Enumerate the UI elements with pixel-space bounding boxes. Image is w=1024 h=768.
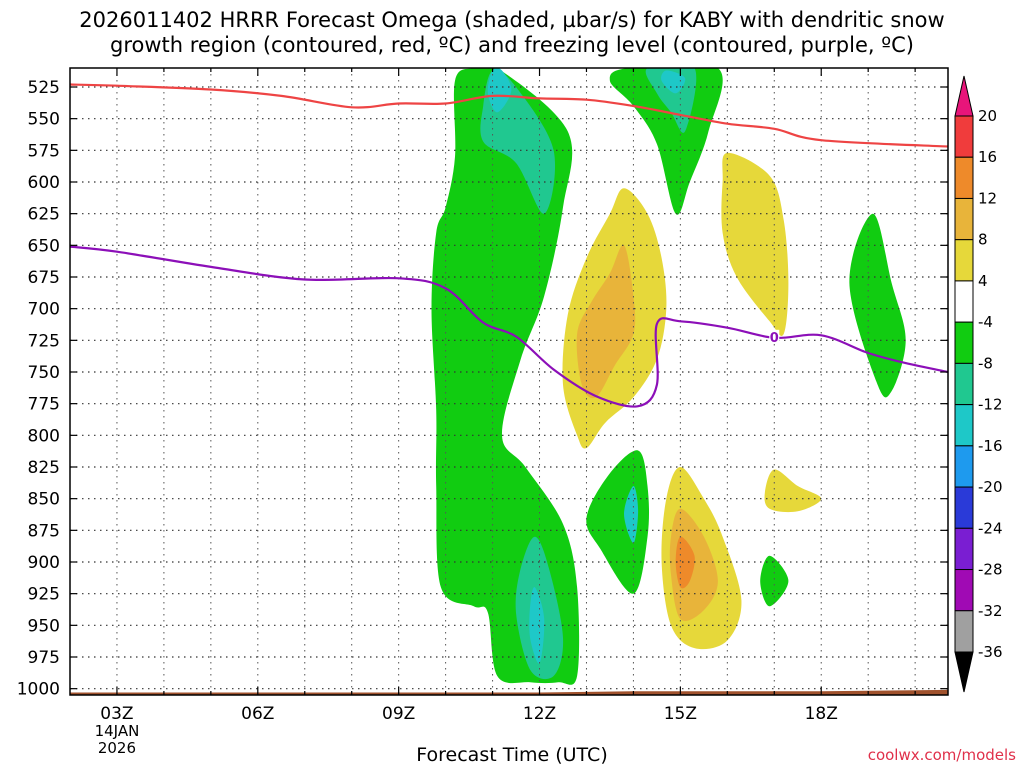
ground-surface-layer — [70, 689, 948, 695]
y-tick-label: 525 — [28, 78, 60, 98]
colorbar-overflow-low — [954, 651, 974, 693]
y-tick-label: 900 — [28, 553, 60, 573]
colorbar-label: 8 — [978, 231, 988, 249]
colorbar-label: -24 — [978, 519, 1003, 537]
y-tick-label: 775 — [28, 395, 60, 415]
omega-region-15 — [764, 469, 822, 513]
y-tick-label: 725 — [28, 331, 60, 351]
colorbar-bin-7 — [954, 404, 974, 447]
y-tick-label: 750 — [28, 363, 60, 383]
colorbar: 20 16 12 8 4 -4 -8 -12 -16 -20 -24 -28 -32 -36 — [954, 75, 1003, 693]
colorbar-label: -28 — [978, 561, 1003, 579]
colorbar-label: -36 — [978, 643, 1003, 661]
colorbar-bin-5 — [954, 321, 974, 364]
omega-region-0 — [431, 68, 580, 685]
contour-lines-layer: 0 — [70, 83, 948, 408]
colorbar-label: -12 — [978, 396, 1003, 414]
colorbar-label: 16 — [978, 148, 997, 166]
colorbar-bin-6 — [954, 362, 974, 406]
colorbar-bin-3 — [954, 239, 974, 282]
credit-text: coolwx.com/models — [867, 746, 1016, 764]
colorbar-label: -20 — [978, 478, 1003, 496]
y-tick-label: 675 — [28, 268, 60, 288]
x-axis-label: Forecast Time (UTC) — [416, 744, 608, 766]
y-axis-ticks: 525 550 575 600 625 650 675 700 725 750 775 800 825 8… — [17, 78, 948, 700]
y-tick-label: 950 — [28, 616, 60, 636]
colorbar-bin-8 — [954, 445, 974, 488]
colorbar-overflow-high — [954, 75, 974, 117]
colorbar-label: -16 — [978, 437, 1003, 455]
colorbar-bin-4 — [954, 280, 974, 323]
colorbar-bin-2 — [954, 197, 974, 241]
omega-region-11 — [529, 587, 545, 664]
omega-shading-layer — [431, 68, 906, 685]
omega-region-8 — [487, 68, 512, 113]
omega-region-16 — [576, 244, 636, 399]
omega-region-10 — [624, 485, 639, 544]
colorbar-bin-10 — [954, 527, 974, 571]
omega-region-13 — [721, 152, 789, 337]
omega-region-1 — [609, 68, 723, 215]
y-tick-label: 650 — [28, 236, 60, 256]
y-tick-label: 550 — [28, 110, 60, 130]
colorbar-bin-9 — [954, 486, 974, 529]
x-tick-label: 15Z — [664, 704, 697, 724]
colorbar-label: -4 — [978, 313, 993, 331]
colorbar-bin-1 — [954, 156, 974, 199]
x-tick-label: 12Z — [523, 704, 556, 724]
y-tick-label: 600 — [28, 173, 60, 193]
colorbar-bin-0 — [954, 115, 974, 158]
omega-region-4 — [760, 555, 789, 607]
omega-region-18 — [675, 536, 695, 589]
colorbar-bin-12 — [954, 610, 974, 653]
x-tick-label: 18Z — [805, 704, 838, 724]
colorbar-label: 20 — [978, 107, 997, 125]
y-tick-label: 575 — [28, 141, 60, 161]
omega-region-9 — [661, 70, 686, 94]
contour-label-bg — [769, 329, 780, 344]
y-tick-label: 875 — [28, 521, 60, 541]
grid-lines — [70, 68, 948, 695]
y-tick-label: 700 — [28, 300, 60, 320]
contour-line-0 — [70, 83, 948, 148]
y-tick-label: 800 — [28, 426, 60, 446]
omega-region-2 — [586, 450, 650, 594]
y-tick-label: 825 — [28, 458, 60, 478]
colorbar-label: -8 — [978, 354, 993, 372]
x-tick-date: 14JAN — [95, 722, 140, 740]
contour-line-1 — [70, 245, 948, 408]
omega-region-3 — [849, 213, 906, 398]
colorbar-label: 12 — [978, 189, 997, 207]
x-tick-label: 09Z — [382, 704, 415, 724]
chart-title-line-2: growth region (contoured, red, ºC) and f… — [110, 33, 914, 57]
y-tick-label: 1000 — [17, 680, 60, 700]
colorbar-bin-11 — [954, 569, 974, 612]
contour-label: 0 — [770, 331, 779, 346]
y-tick-label: 925 — [28, 585, 60, 605]
colorbar-label: 4 — [978, 272, 988, 290]
y-tick-label: 975 — [28, 648, 60, 668]
plot-frame — [69, 67, 949, 696]
y-tick-label: 850 — [28, 490, 60, 510]
colorbar-label: -32 — [978, 602, 1003, 620]
chart-title-line-1: 2026011402 HRRR Forecast Omega (shaded, … — [79, 8, 945, 32]
x-tick-year: 2026 — [98, 739, 136, 757]
ground-surface — [70, 689, 948, 695]
x-tick-label: 06Z — [241, 704, 274, 724]
x-tick-label: 03Z — [100, 704, 133, 724]
y-tick-label: 625 — [28, 205, 60, 225]
